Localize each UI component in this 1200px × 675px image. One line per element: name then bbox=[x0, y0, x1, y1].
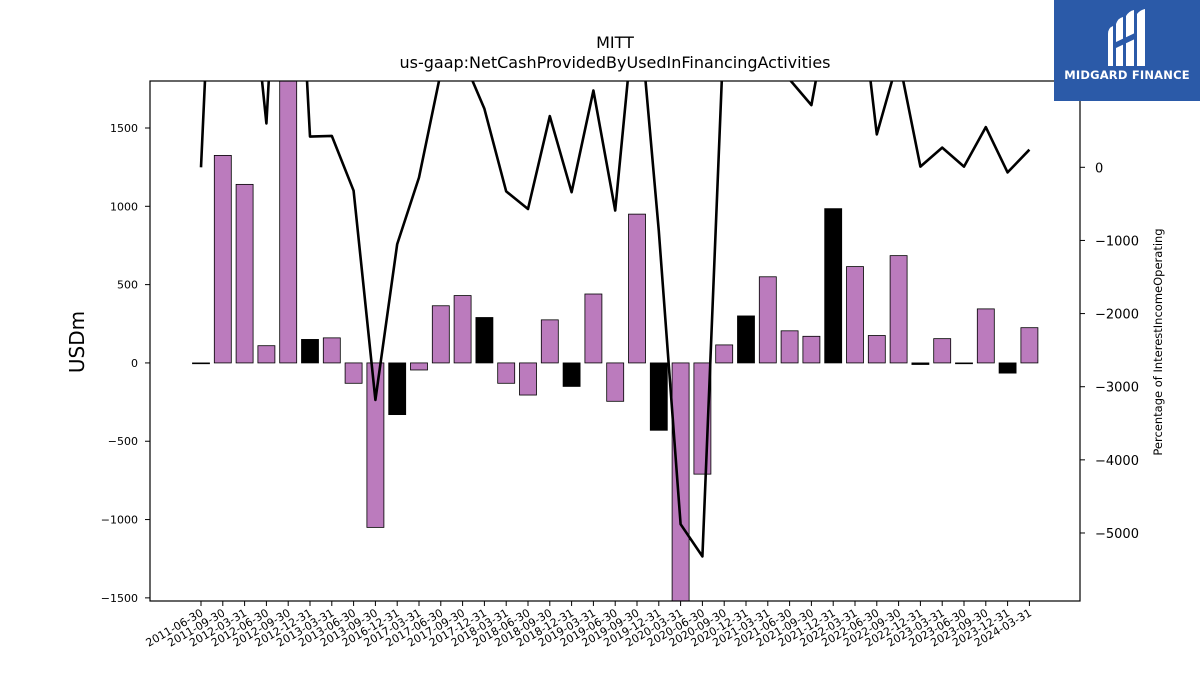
bar-2012-03-31 bbox=[235, 183, 254, 364]
midgard-finance-logo: MIDGARD FINANCE bbox=[1054, 0, 1200, 101]
bar-2013-03-31 bbox=[322, 337, 341, 364]
bar-2022-03-31 bbox=[846, 266, 864, 364]
y-tick-label: 500 bbox=[117, 279, 138, 292]
bar-2017-06-30 bbox=[431, 305, 450, 364]
bar-2024-03-31 bbox=[1020, 327, 1039, 364]
bar-2017-09-30 bbox=[453, 295, 472, 364]
bar-2020-09-30 bbox=[715, 344, 734, 364]
bar-2019-06-30 bbox=[606, 362, 625, 402]
line-layer bbox=[199, 81, 1031, 558]
percentage-line bbox=[199, 81, 1031, 558]
bar-2019-12-31 bbox=[649, 362, 668, 431]
y-tick-label: 1000 bbox=[110, 200, 138, 213]
bar-2011-06-30 bbox=[192, 362, 210, 365]
bar-2018-09-30 bbox=[540, 319, 559, 364]
bar-2021-03-31 bbox=[758, 276, 777, 364]
bar-2020-12-31 bbox=[737, 315, 755, 364]
bar-2013-09-30 bbox=[366, 362, 385, 528]
bar-2018-12-31 bbox=[562, 362, 581, 387]
bar-2011-09-30 bbox=[213, 154, 232, 364]
bar-2023-06-30 bbox=[955, 362, 973, 365]
bar-2022-06-30 bbox=[867, 335, 886, 364]
logo-text: MIDGARD FINANCE bbox=[1064, 68, 1190, 82]
bar-2021-12-31 bbox=[824, 208, 843, 364]
bar-2018-03-31 bbox=[497, 362, 516, 384]
bar-2019-03-31 bbox=[584, 293, 603, 364]
bar-2021-09-30 bbox=[802, 335, 821, 364]
bar-2012-12-31 bbox=[301, 339, 319, 364]
y-tick-label: −500 bbox=[108, 435, 138, 448]
bar-2023-12-31 bbox=[998, 362, 1017, 374]
y-axis-label: USDm bbox=[65, 311, 89, 373]
bar-2019-09-30 bbox=[628, 213, 646, 364]
bar-2023-03-31 bbox=[933, 338, 952, 364]
y2-tick-label: 0 bbox=[1095, 161, 1103, 176]
bar-2017-12-31 bbox=[475, 317, 494, 364]
y-tick-label: −1500 bbox=[101, 592, 138, 605]
bar-2016-12-31 bbox=[388, 362, 407, 416]
y-axis-ticks: −1500 −1000 −500 0 500 1000 1500 bbox=[101, 122, 150, 605]
bar-2022-12-31 bbox=[911, 362, 930, 365]
y2-tick-label: −4000 bbox=[1095, 454, 1139, 469]
y2-tick-label: −3000 bbox=[1095, 381, 1139, 396]
chart-subtitle: us-gaap:NetCashProvidedByUsedInFinancing… bbox=[399, 53, 830, 72]
bar-2020-03-31 bbox=[671, 362, 690, 602]
bar-2017-03-31 bbox=[410, 362, 428, 371]
y-tick-label: −1000 bbox=[101, 514, 138, 527]
y2-tick-label: −5000 bbox=[1095, 527, 1139, 542]
y2-axis-ticks: −5000 −4000 −3000 −2000 −1000 0 bbox=[1080, 161, 1139, 542]
bar-2022-09-30 bbox=[889, 255, 908, 364]
bar-2018-06-30 bbox=[519, 362, 537, 396]
x-axis-ticks: 2011-06-302011-09-302012-03-312012-06-30… bbox=[144, 601, 1034, 650]
y-tick-label: 1500 bbox=[110, 122, 138, 135]
bar-2021-06-30 bbox=[780, 330, 799, 364]
bar-2023-09-30 bbox=[976, 308, 995, 364]
midgard-m-icon bbox=[1108, 9, 1145, 66]
y-tick-label: 0 bbox=[131, 357, 138, 370]
bars-layer bbox=[192, 80, 1039, 602]
y2-tick-label: −2000 bbox=[1095, 308, 1139, 323]
bar-2012-06-30 bbox=[257, 345, 276, 364]
bar-2013-06-30 bbox=[344, 362, 363, 384]
chart-title: MITT bbox=[596, 33, 634, 52]
y2-axis-label: Percentage of InterestIncomeOperating bbox=[1151, 228, 1165, 455]
y2-tick-label: −1000 bbox=[1095, 234, 1139, 249]
bar-2012-09-30 bbox=[279, 80, 298, 364]
